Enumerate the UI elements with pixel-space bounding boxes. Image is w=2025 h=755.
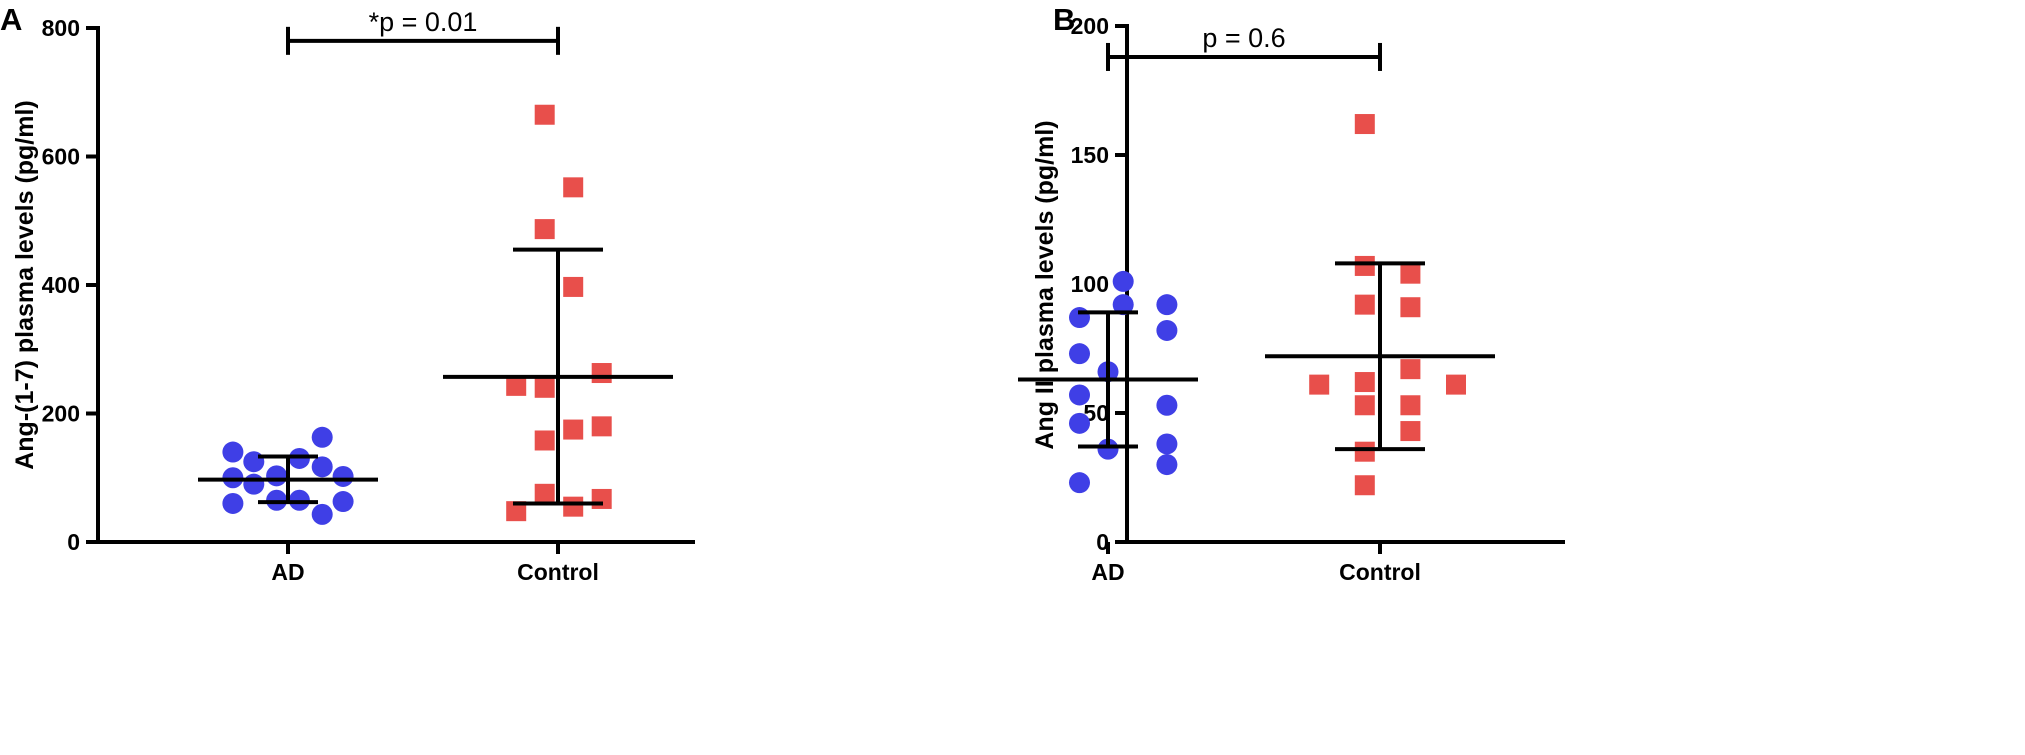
panel-b-control-point xyxy=(1354,475,1375,496)
panel-b-x-tick-label-ad: AD xyxy=(1091,559,1124,585)
panel-b-ad-point xyxy=(1069,384,1090,406)
panel-b: B Ang II plasma levels (pg/ml) p = 0.6 A… xyxy=(1018,2,1565,585)
panel-b-ad-point xyxy=(1069,343,1090,365)
panel-a-ad-point xyxy=(311,426,333,448)
panel-a-y-axis-label: Ang-(1-7) plasma levels (pg/ml) xyxy=(11,100,39,470)
panel-b-ad-point xyxy=(1156,454,1178,476)
panel-b-ad-point xyxy=(1069,307,1090,329)
panel-a-ad-point xyxy=(243,451,265,473)
panel-a-ad-point xyxy=(222,492,244,514)
panel-b-ad-point xyxy=(1156,294,1178,316)
panel-b-significance-label: p = 0.6 xyxy=(1202,23,1285,53)
panel-a-ad-point xyxy=(332,491,354,513)
panel-a: A Ang-(1-7) plasma levels (pg/ml) *p = 0… xyxy=(0,2,695,585)
panel-a-significance-label: *p = 0.01 xyxy=(369,7,478,37)
panel-b-ad-point xyxy=(1156,319,1178,341)
panel-b-y-tick-label: 100 xyxy=(1071,271,1109,297)
panel-a-y-tick-label: 200 xyxy=(42,401,80,427)
panel-a-y-tick-label: 0 xyxy=(67,529,80,555)
panel-b-control-point xyxy=(1400,421,1421,442)
panel-a-ad-point xyxy=(311,503,333,525)
panel-b-y-tick-label: 200 xyxy=(1071,13,1109,39)
panel-a-control-point xyxy=(534,219,555,240)
panel-b-y-axis-label: Ang II plasma levels (pg/ml) xyxy=(1031,120,1059,449)
panel-a-control-point xyxy=(563,496,584,517)
panel-a-control-point xyxy=(534,430,555,451)
panel-a-y-tick-label: 800 xyxy=(42,15,80,41)
panel-a-ad-point xyxy=(243,473,265,495)
panel-a-y-tick-label: 600 xyxy=(42,144,80,170)
panel-b-ad-point xyxy=(1156,433,1178,455)
panel-a-control-point xyxy=(591,416,612,437)
panel-a-ad-point xyxy=(332,465,354,487)
panel-b-control-point xyxy=(1354,255,1375,276)
panel-a-control-point xyxy=(534,377,555,398)
panel-b-control-point xyxy=(1446,374,1466,395)
panel-b-x-tick-label-control: Control xyxy=(1339,559,1421,585)
panel-a-x-tick-label-ad: AD xyxy=(271,559,304,585)
panel-b-control-point xyxy=(1400,359,1421,380)
panel-b-ad-point xyxy=(1097,438,1119,460)
panel-a-control-point xyxy=(506,375,527,396)
panel-a-control-point xyxy=(591,488,612,509)
panel-a-control-point xyxy=(591,363,612,384)
panel-b-ad-point xyxy=(1112,270,1134,292)
panel-b-control-point xyxy=(1400,395,1421,416)
panel-a-y-tick-label: 400 xyxy=(42,272,80,298)
panel-b-control-point xyxy=(1354,372,1375,393)
panel-b-control-point xyxy=(1354,114,1375,135)
panel-b-y-tick-label: 150 xyxy=(1071,142,1109,168)
panel-a-ad-point xyxy=(266,465,288,487)
panel-a-label: A xyxy=(0,2,22,37)
panel-b-y-tick-label: 0 xyxy=(1096,529,1109,555)
panel-b-ad-point xyxy=(1112,294,1134,316)
panel-b-ad-point xyxy=(1156,394,1178,416)
panel-b-ad-point xyxy=(1069,412,1090,434)
panel-b-control-point xyxy=(1400,263,1421,284)
panel-a-ad-point xyxy=(222,441,244,463)
panel-b-control-point xyxy=(1354,395,1375,416)
panel-a-control-point xyxy=(563,177,584,198)
panel-a-x-tick-label-control: Control xyxy=(517,559,599,585)
panel-b-label: B xyxy=(1053,2,1075,37)
panel-a-control-point xyxy=(534,104,555,125)
panel-a-control-point xyxy=(563,276,584,297)
panel-b-ad-point xyxy=(1069,472,1090,494)
panel-a-control-point xyxy=(534,483,555,504)
panel-b-control-point xyxy=(1354,294,1375,315)
panel-b-control-point xyxy=(1400,297,1421,318)
panel-a-control-point xyxy=(506,501,527,522)
panel-a-control-point xyxy=(563,419,584,440)
panel-b-control-point xyxy=(1354,441,1375,462)
panel-a-ad-point xyxy=(311,456,333,478)
panel-b-control-point xyxy=(1309,374,1330,395)
